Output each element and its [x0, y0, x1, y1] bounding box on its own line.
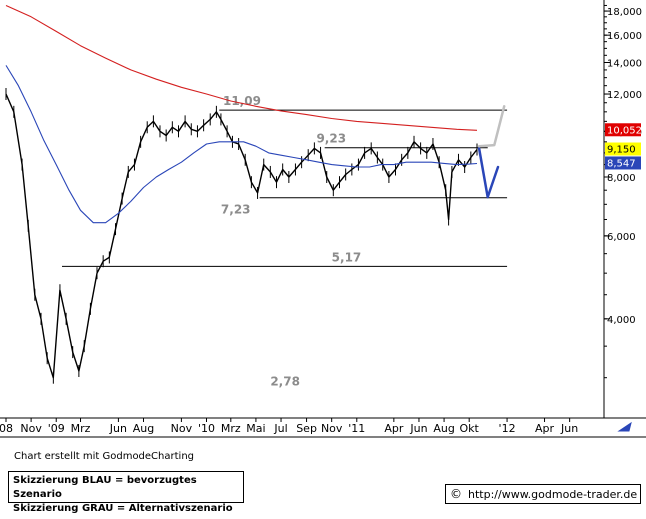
x-tick-label: Nov [171, 422, 193, 435]
series-moving-average-blue [5, 65, 478, 224]
x-tick-label: Jun [560, 422, 578, 435]
price-badge-box [605, 142, 641, 156]
x-tick-label: '10 [198, 422, 215, 435]
x-tick-label: Mai [246, 422, 265, 435]
price-badge-label: 10,052 [607, 125, 642, 136]
source-url[interactable]: http://www.godmode-trader.de [468, 488, 638, 501]
x-tick-label: Nov [20, 422, 42, 435]
level-label: 2,78 [270, 374, 300, 388]
x-tick-label: '11 [348, 422, 365, 435]
level-label: 5,17 [332, 250, 362, 264]
x-tick-label: Jun [409, 422, 427, 435]
price-badge-box [605, 123, 641, 137]
x-tick-label: Mrz [71, 422, 91, 435]
price-badge-box [605, 156, 641, 170]
source-url-box[interactable]: © http://www.godmode-trader.de [445, 484, 641, 504]
x-tick-label: '09 [48, 422, 65, 435]
x-tick-label: Mrz [221, 422, 241, 435]
series-moving-average-red [5, 4, 478, 131]
corner-arrow-icon [617, 421, 632, 432]
scenario-path [477, 105, 506, 148]
y-tick-label: 4,000 [607, 315, 636, 326]
x-tick-label: Nov [321, 422, 343, 435]
chart-credit: Chart erstellt mit GodmodeCharting [14, 451, 194, 462]
chart-series [5, 4, 478, 384]
y-tick-label: 18,000 [607, 7, 642, 18]
series-price [5, 93, 478, 379]
y-tick-label: 16,000 [607, 31, 642, 42]
x-tick-label: Jul [273, 422, 287, 435]
scenario-path [477, 147, 500, 199]
chart-axes: 4,0006,0008,00010,00012,00014,00016,0001… [0, 0, 646, 438]
x-tick-label: Jun [109, 422, 127, 435]
price-badges: 10,052 9,150 8,547 [605, 123, 642, 170]
level-label: 7,23 [221, 203, 251, 217]
y-tick-label: 6,000 [607, 232, 636, 243]
level-label: 9,23 [316, 132, 346, 146]
x-tick-label: Okt [460, 422, 480, 435]
y-tick-label: 8,000 [607, 173, 636, 184]
x-tick-label: Sep [296, 422, 317, 435]
legend-blue: Skizzierung BLAU = bevorzugtes Szenario [13, 475, 197, 500]
x-tick-label: Aug [133, 422, 154, 435]
y-tick-label: 14,000 [607, 58, 642, 69]
horizontal-levels: 11,09 9,23 7,23 5,17 2,78 [61, 94, 508, 388]
x-tick-label: Apr [535, 422, 555, 435]
scenario-legend: Skizzierung BLAU = bevorzugtes Szenario … [8, 471, 244, 514]
copyright-icon: © [450, 487, 462, 501]
level-label: 11,09 [223, 94, 261, 108]
x-tick-label: Apr [384, 422, 404, 435]
price-badge-label: 8,547 [607, 158, 636, 169]
y-tick-label: 12,000 [607, 90, 642, 101]
x-tick-label: Aug [433, 422, 454, 435]
x-tick-label: '12 [499, 422, 516, 435]
legend-gray: Skizzierung GRAU = Alternativszenario [13, 503, 233, 514]
price-badge-label: 9,150 [607, 145, 636, 156]
x-tick-label: 08 [0, 422, 13, 435]
scenario-sketches [477, 105, 506, 199]
